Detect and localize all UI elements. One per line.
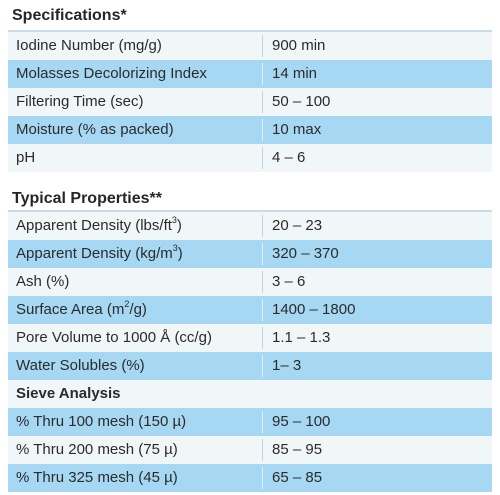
column-divider <box>262 271 263 293</box>
row-label: Apparent Density (kg/m3) <box>16 243 183 263</box>
column-divider <box>262 243 263 265</box>
table-row: Surface Area (m2/g) 1400 – 1800 <box>8 296 492 324</box>
specifications-heading: Specifications* <box>12 7 127 24</box>
column-divider <box>262 355 263 377</box>
column-divider <box>262 327 263 349</box>
column-divider <box>262 63 263 85</box>
row-label: Water Solubles (%) <box>16 357 145 374</box>
row-label: % Thru 200 mesh (75 µ) <box>16 441 178 458</box>
column-divider <box>262 91 263 113</box>
row-value: 95 – 100 <box>272 413 331 430</box>
table-row: Ash (%) 3 – 6 <box>8 268 492 296</box>
table-row: Moisture (% as packed) 10 max <box>8 116 492 144</box>
table-row: Pore Volume to 1000 Å (cc/g) 1.1 – 1.3 <box>8 324 492 352</box>
column-divider <box>262 299 263 321</box>
table-row: Apparent Density (lbs/ft3) 20 – 23 <box>8 212 492 240</box>
column-divider <box>262 467 263 489</box>
table-row: Molasses Decolorizing Index 14 min <box>8 60 492 88</box>
row-label: % Thru 325 mesh (45 µ) <box>16 469 178 486</box>
row-value: 1400 – 1800 <box>272 301 356 318</box>
row-value: 4 – 6 <box>272 149 306 166</box>
table-row: % Thru 100 mesh (150 µ) 95 – 100 <box>8 408 492 436</box>
row-label: Molasses Decolorizing Index <box>16 65 207 82</box>
row-label: pH <box>16 149 36 166</box>
row-value: 10 max <box>272 121 322 138</box>
table-row: Water Solubles (%) 1– 3 <box>8 352 492 380</box>
table-row: pH 4 – 6 <box>8 144 492 172</box>
typical-properties-heading: Typical Properties** <box>12 190 162 207</box>
row-label: Filtering Time (sec) <box>16 93 144 110</box>
table-row: Filtering Time (sec) 50 – 100 <box>8 88 492 116</box>
row-value: 3 – 6 <box>272 273 306 290</box>
row-value: 1.1 – 1.3 <box>272 329 331 346</box>
row-label: Iodine Number (mg/g) <box>16 37 162 54</box>
column-divider <box>262 35 263 57</box>
row-label: Moisture (% as packed) <box>16 121 174 138</box>
row-value: 1– 3 <box>272 357 302 374</box>
table-row: % Thru 200 mesh (75 µ) 85 – 95 <box>8 436 492 464</box>
column-divider <box>262 215 263 237</box>
row-label: % Thru 100 mesh (150 µ) <box>16 413 187 430</box>
row-value: 900 min <box>272 37 326 54</box>
row-value: 320 – 370 <box>272 245 339 262</box>
table-row: Apparent Density (kg/m3) 320 – 370 <box>8 240 492 268</box>
sieve-analysis-heading: Sieve Analysis <box>16 385 121 402</box>
table-row: % Thru 325 mesh (45 µ) 65 – 85 <box>8 464 492 492</box>
row-value: 20 – 23 <box>272 217 323 234</box>
row-label: Ash (%) <box>16 273 70 290</box>
row-value: 85 – 95 <box>272 441 323 458</box>
row-value: 50 – 100 <box>272 93 331 110</box>
column-divider <box>262 119 263 141</box>
table-row: Iodine Number (mg/g) 900 min <box>8 32 492 60</box>
row-value: 14 min <box>272 65 318 82</box>
row-label: Pore Volume to 1000 Å (cc/g) <box>16 329 212 346</box>
row-label: Surface Area (m2/g) <box>16 299 147 319</box>
typical-properties-rule <box>8 210 492 212</box>
row-value: 65 – 85 <box>272 469 323 486</box>
column-divider <box>262 411 263 433</box>
specifications-rule <box>8 30 492 32</box>
row-label: Apparent Density (lbs/ft3) <box>16 215 182 235</box>
sieve-analysis-header: Sieve Analysis <box>8 380 492 408</box>
column-divider <box>262 439 263 461</box>
column-divider <box>262 147 263 169</box>
